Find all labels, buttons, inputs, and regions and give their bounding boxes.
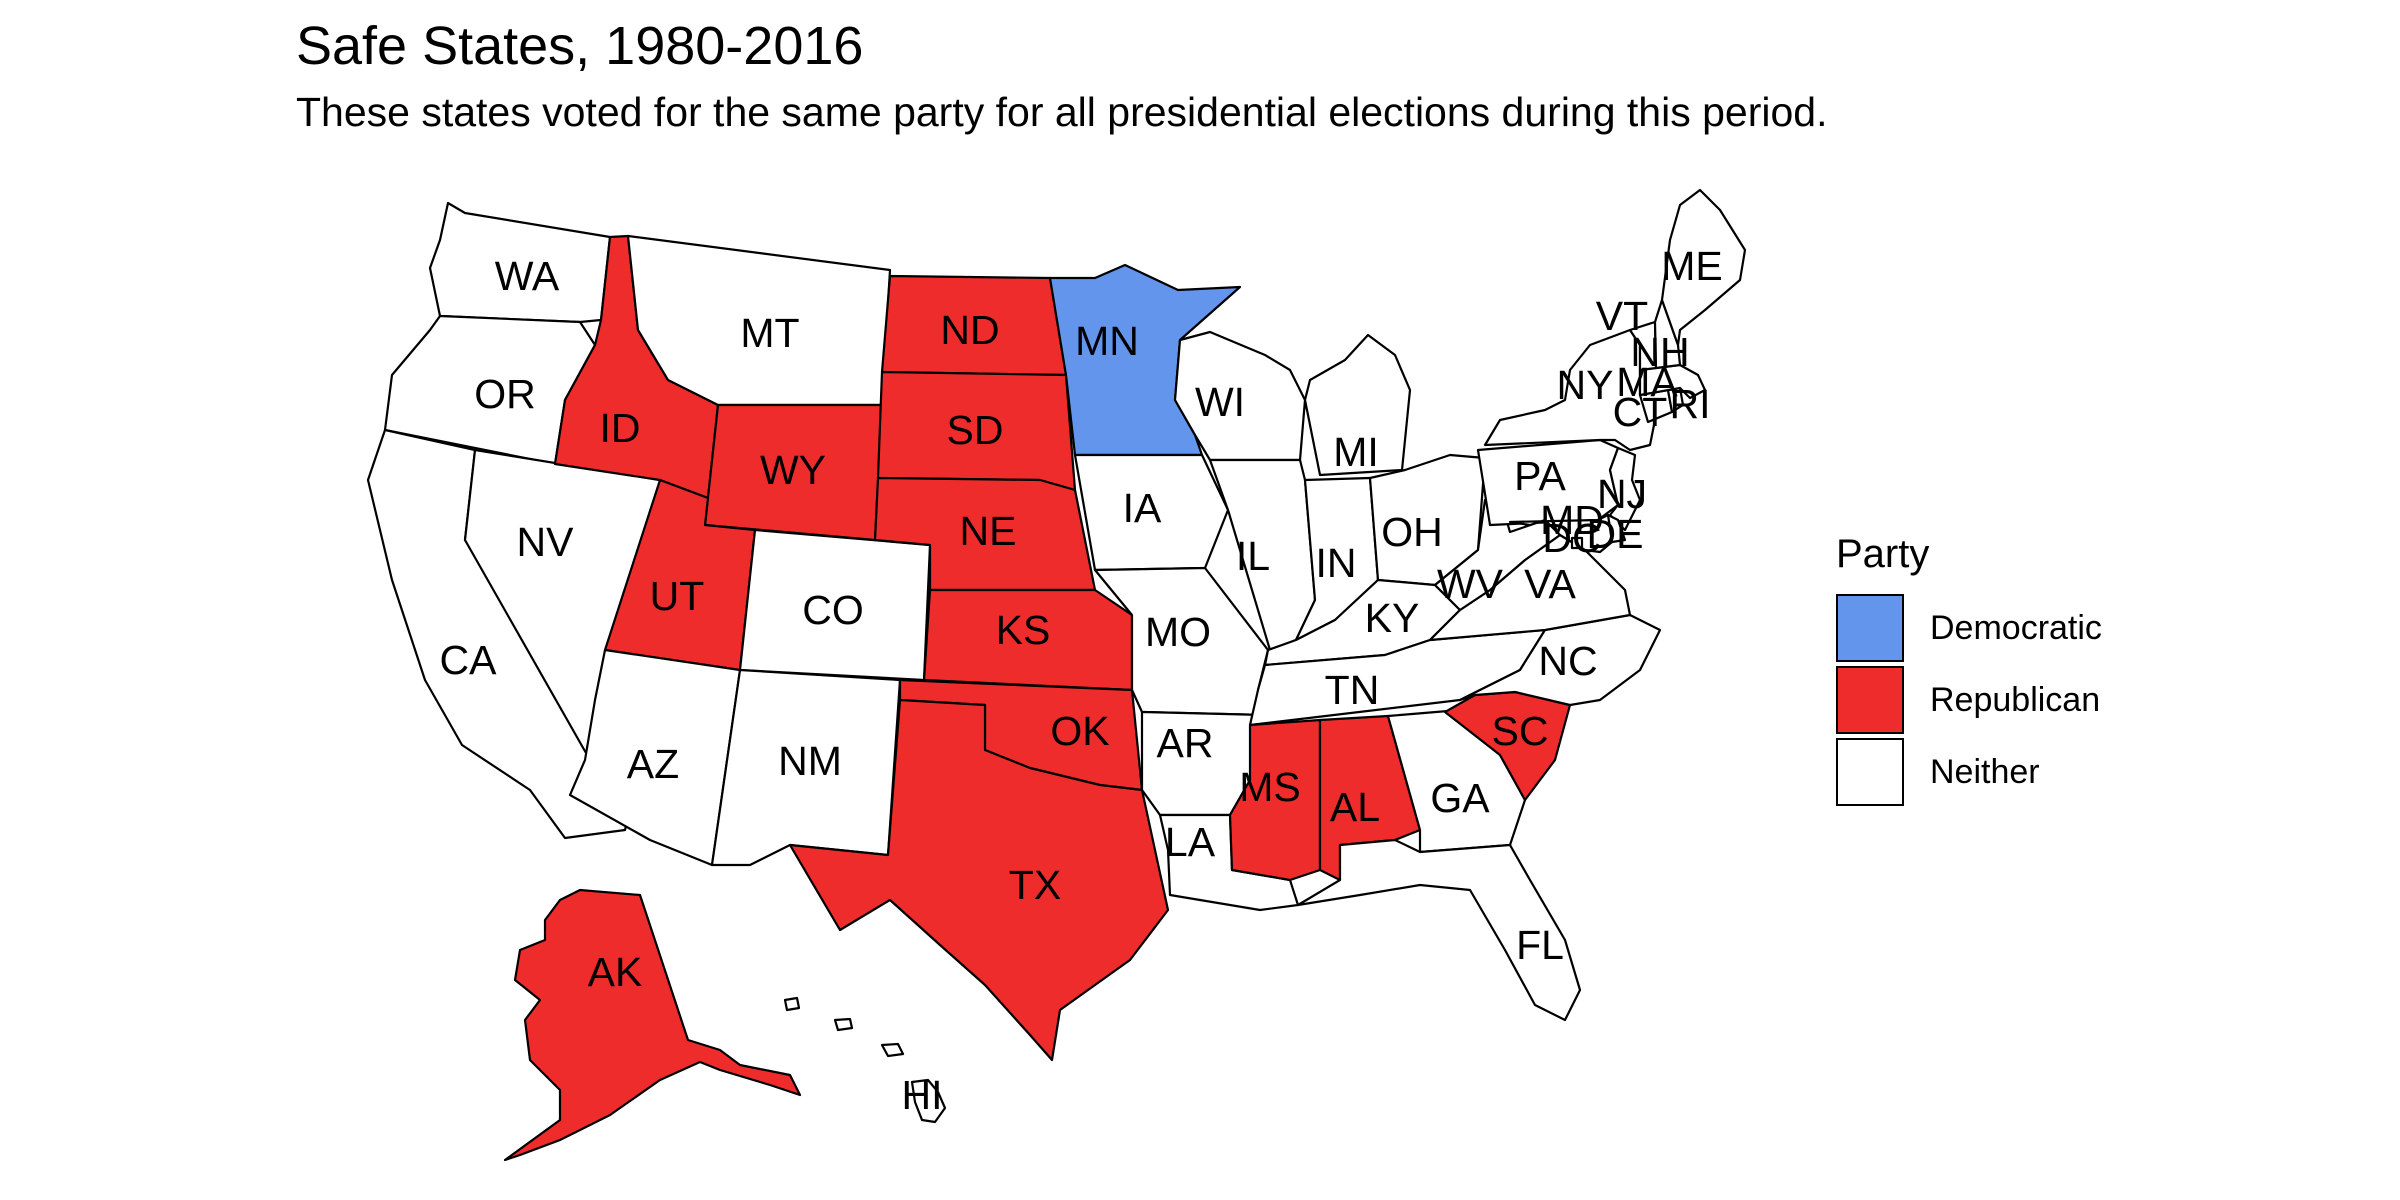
legend: Party Democratic Republican Neither	[1836, 530, 2102, 808]
state-WI	[1173, 330, 1307, 462]
state-label-IN: IN	[1316, 540, 1357, 586]
map-title: Safe States, 1980-2016	[296, 16, 864, 76]
state-label-HI: HI	[902, 1072, 943, 1118]
legend-key-neither	[1836, 738, 1904, 806]
state-label-NE: NE	[960, 508, 1017, 554]
legend-label-democratic: Democratic	[1930, 608, 2102, 647]
state-label-WI: WI	[1195, 379, 1245, 425]
state-label-AK: AK	[588, 949, 643, 995]
state-label-SD: SD	[947, 407, 1004, 453]
legend-label-neither: Neither	[1930, 752, 2040, 791]
state-label-MI: MI	[1333, 429, 1379, 475]
state-label-MT: MT	[740, 310, 799, 356]
state-DC	[1570, 536, 1584, 550]
state-label-ID: ID	[600, 405, 641, 451]
state-label-MA: MA	[1616, 359, 1678, 405]
legend-item-neither: Neither	[1836, 736, 2102, 808]
legend-title: Party	[1836, 532, 1930, 576]
state-label-TN: TN	[1325, 667, 1380, 713]
state-ME	[1660, 188, 1747, 347]
state-label-VT: VT	[1596, 293, 1648, 339]
state-TX	[788, 698, 1170, 1062]
state-label-OH: OH	[1381, 509, 1443, 555]
state-label-DE: DE	[1587, 511, 1644, 557]
state-MD	[1508, 513, 1614, 554]
state-NC	[1458, 613, 1662, 707]
state-label-ME: ME	[1661, 243, 1723, 289]
state-label-VA: VA	[1524, 561, 1576, 607]
state-label-KY: KY	[1365, 595, 1420, 641]
state-VT	[1628, 320, 1658, 372]
state-label-WV: WV	[1437, 561, 1504, 607]
state-label-NH: NH	[1630, 329, 1689, 375]
state-label-IL: IL	[1236, 533, 1270, 579]
state-HI-oahu	[833, 1017, 854, 1032]
state-label-LA: LA	[1165, 819, 1216, 865]
state-label-CT: CT	[1613, 389, 1668, 435]
state-MA	[1638, 363, 1707, 400]
state-FL	[1296, 838, 1582, 1022]
state-label-MN: MN	[1075, 318, 1139, 364]
state-label-AL: AL	[1330, 784, 1380, 830]
state-label-AR: AR	[1157, 720, 1214, 766]
state-IA	[1073, 453, 1230, 572]
state-shapes	[366, 188, 1747, 1162]
state-label-UT: UT	[650, 573, 705, 619]
state-label-WA: WA	[495, 253, 560, 299]
state-HI-kauai	[783, 996, 801, 1012]
state-label-NC: NC	[1538, 638, 1597, 684]
state-label-NJ: NJ	[1597, 471, 1647, 517]
state-label-AZ: AZ	[627, 741, 679, 787]
state-label-FL: FL	[1516, 922, 1564, 968]
state-label-GA: GA	[1430, 775, 1490, 821]
state-label-KS: KS	[996, 607, 1051, 653]
legend-key-republican	[1836, 666, 1904, 734]
state-labels: WA MT ND MN ME VT NH OR WI NY MA CT RI I…	[440, 243, 1723, 1118]
state-label-SC: SC	[1492, 708, 1549, 754]
state-label-WY: WY	[760, 447, 826, 493]
state-label-CO: CO	[802, 587, 864, 633]
state-label-MD: MD	[1540, 497, 1604, 543]
legend-label-republican: Republican	[1930, 680, 2101, 719]
state-MI	[1303, 333, 1412, 477]
state-label-NM: NM	[778, 738, 842, 784]
legend-item-democratic: Democratic	[1836, 592, 2102, 664]
legend-key-democratic	[1836, 594, 1904, 662]
legend-item-republican: Republican	[1836, 664, 2102, 736]
state-NH	[1653, 298, 1682, 370]
state-label-IA: IA	[1123, 485, 1162, 531]
state-label-NV: NV	[517, 519, 575, 565]
state-label-RI: RI	[1670, 381, 1711, 427]
state-NJ	[1608, 446, 1642, 532]
state-label-MO: MO	[1145, 609, 1211, 655]
state-label-CA: CA	[440, 637, 498, 683]
state-label-OK: OK	[1050, 708, 1109, 754]
state-label-ND: ND	[940, 307, 999, 353]
state-label-DC: DC	[1542, 515, 1601, 561]
state-label-OR: OR	[474, 371, 536, 417]
state-label-MS: MS	[1239, 764, 1301, 810]
state-label-NY: NY	[1557, 362, 1614, 408]
map-subtitle: These states voted for the same party fo…	[296, 89, 1828, 135]
state-HI-maui	[880, 1042, 905, 1058]
state-HI	[910, 1078, 947, 1124]
state-AK	[503, 888, 802, 1162]
state-label-PA: PA	[1514, 453, 1566, 499]
state-label-TX: TX	[1009, 862, 1061, 908]
